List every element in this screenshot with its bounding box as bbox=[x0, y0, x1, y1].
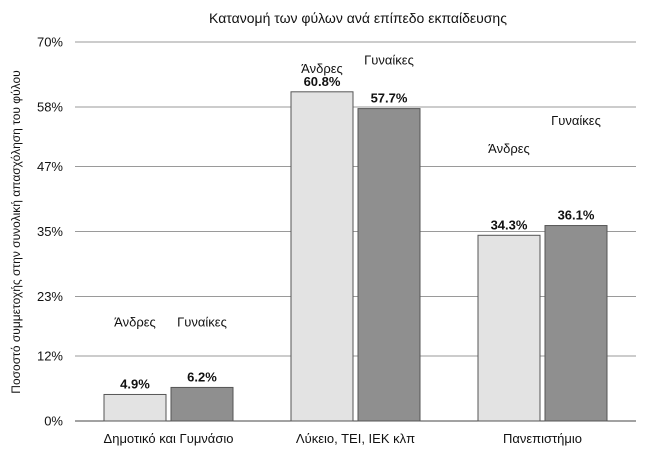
annotation-label: Γυναίκες bbox=[364, 53, 414, 68]
value-label: 4.9% bbox=[120, 376, 150, 391]
chart-title: Κατανομή των φύλων ανά επίπεδο εκπαίδευσ… bbox=[209, 10, 507, 26]
annotation-layer: Άνδρες Γυναίκες Άνδρες Γυναίκες Άνδρες Γυναίκ… bbox=[114, 53, 601, 330]
value-label: 36.1% bbox=[558, 208, 595, 223]
y-tick-label: 23% bbox=[37, 289, 63, 304]
bar bbox=[544, 225, 608, 422]
y-tick-label: 12% bbox=[37, 349, 63, 364]
y-axis-label: Ποσοστό συμμετοχής στην συνολική απασχόλ… bbox=[9, 70, 23, 393]
y-tick-label: 70% bbox=[37, 35, 63, 50]
annotation-label: Γυναίκες bbox=[177, 314, 227, 329]
bar bbox=[103, 393, 167, 422]
value-label: 60.8% bbox=[304, 74, 341, 89]
value-label: 57.7% bbox=[371, 91, 408, 106]
y-tick-layer: 0% 12% 23% 35% 47% 58% 70% bbox=[37, 35, 63, 429]
bar bbox=[357, 108, 421, 422]
annotation-label: Άνδρες bbox=[114, 314, 156, 329]
annotation-label: Γυναίκες bbox=[551, 113, 601, 128]
y-tick-label: 0% bbox=[44, 414, 63, 429]
value-label: 6.2% bbox=[187, 369, 217, 384]
annotation-label: Άνδρες bbox=[301, 61, 343, 76]
category-label: Πανεπιστήμιο bbox=[503, 431, 582, 446]
y-tick-label: 35% bbox=[37, 224, 63, 239]
grid-layer bbox=[75, 41, 636, 422]
category-label: Δημοτικό και Γυμνάσιο bbox=[104, 431, 234, 446]
annotation-label: Άνδρες bbox=[488, 141, 530, 156]
y-tick-label: 58% bbox=[37, 99, 63, 114]
bar-layer bbox=[103, 91, 608, 422]
bar bbox=[290, 91, 354, 422]
value-label: 34.3% bbox=[491, 217, 528, 232]
bar bbox=[477, 234, 541, 422]
y-tick-label: 47% bbox=[37, 159, 63, 174]
category-label: Λύκειο, ΤΕΙ, ΙΕΚ κλπ bbox=[296, 431, 415, 446]
bar bbox=[170, 386, 234, 422]
category-label-layer: Δημοτικό και Γυμνάσιο Λύκειο, ΤΕΙ, ΙΕΚ κλ… bbox=[104, 431, 583, 446]
value-label-layer: 4.9% 60.8% 34.3% 6.2% 57.7% 36.1% bbox=[120, 74, 595, 392]
